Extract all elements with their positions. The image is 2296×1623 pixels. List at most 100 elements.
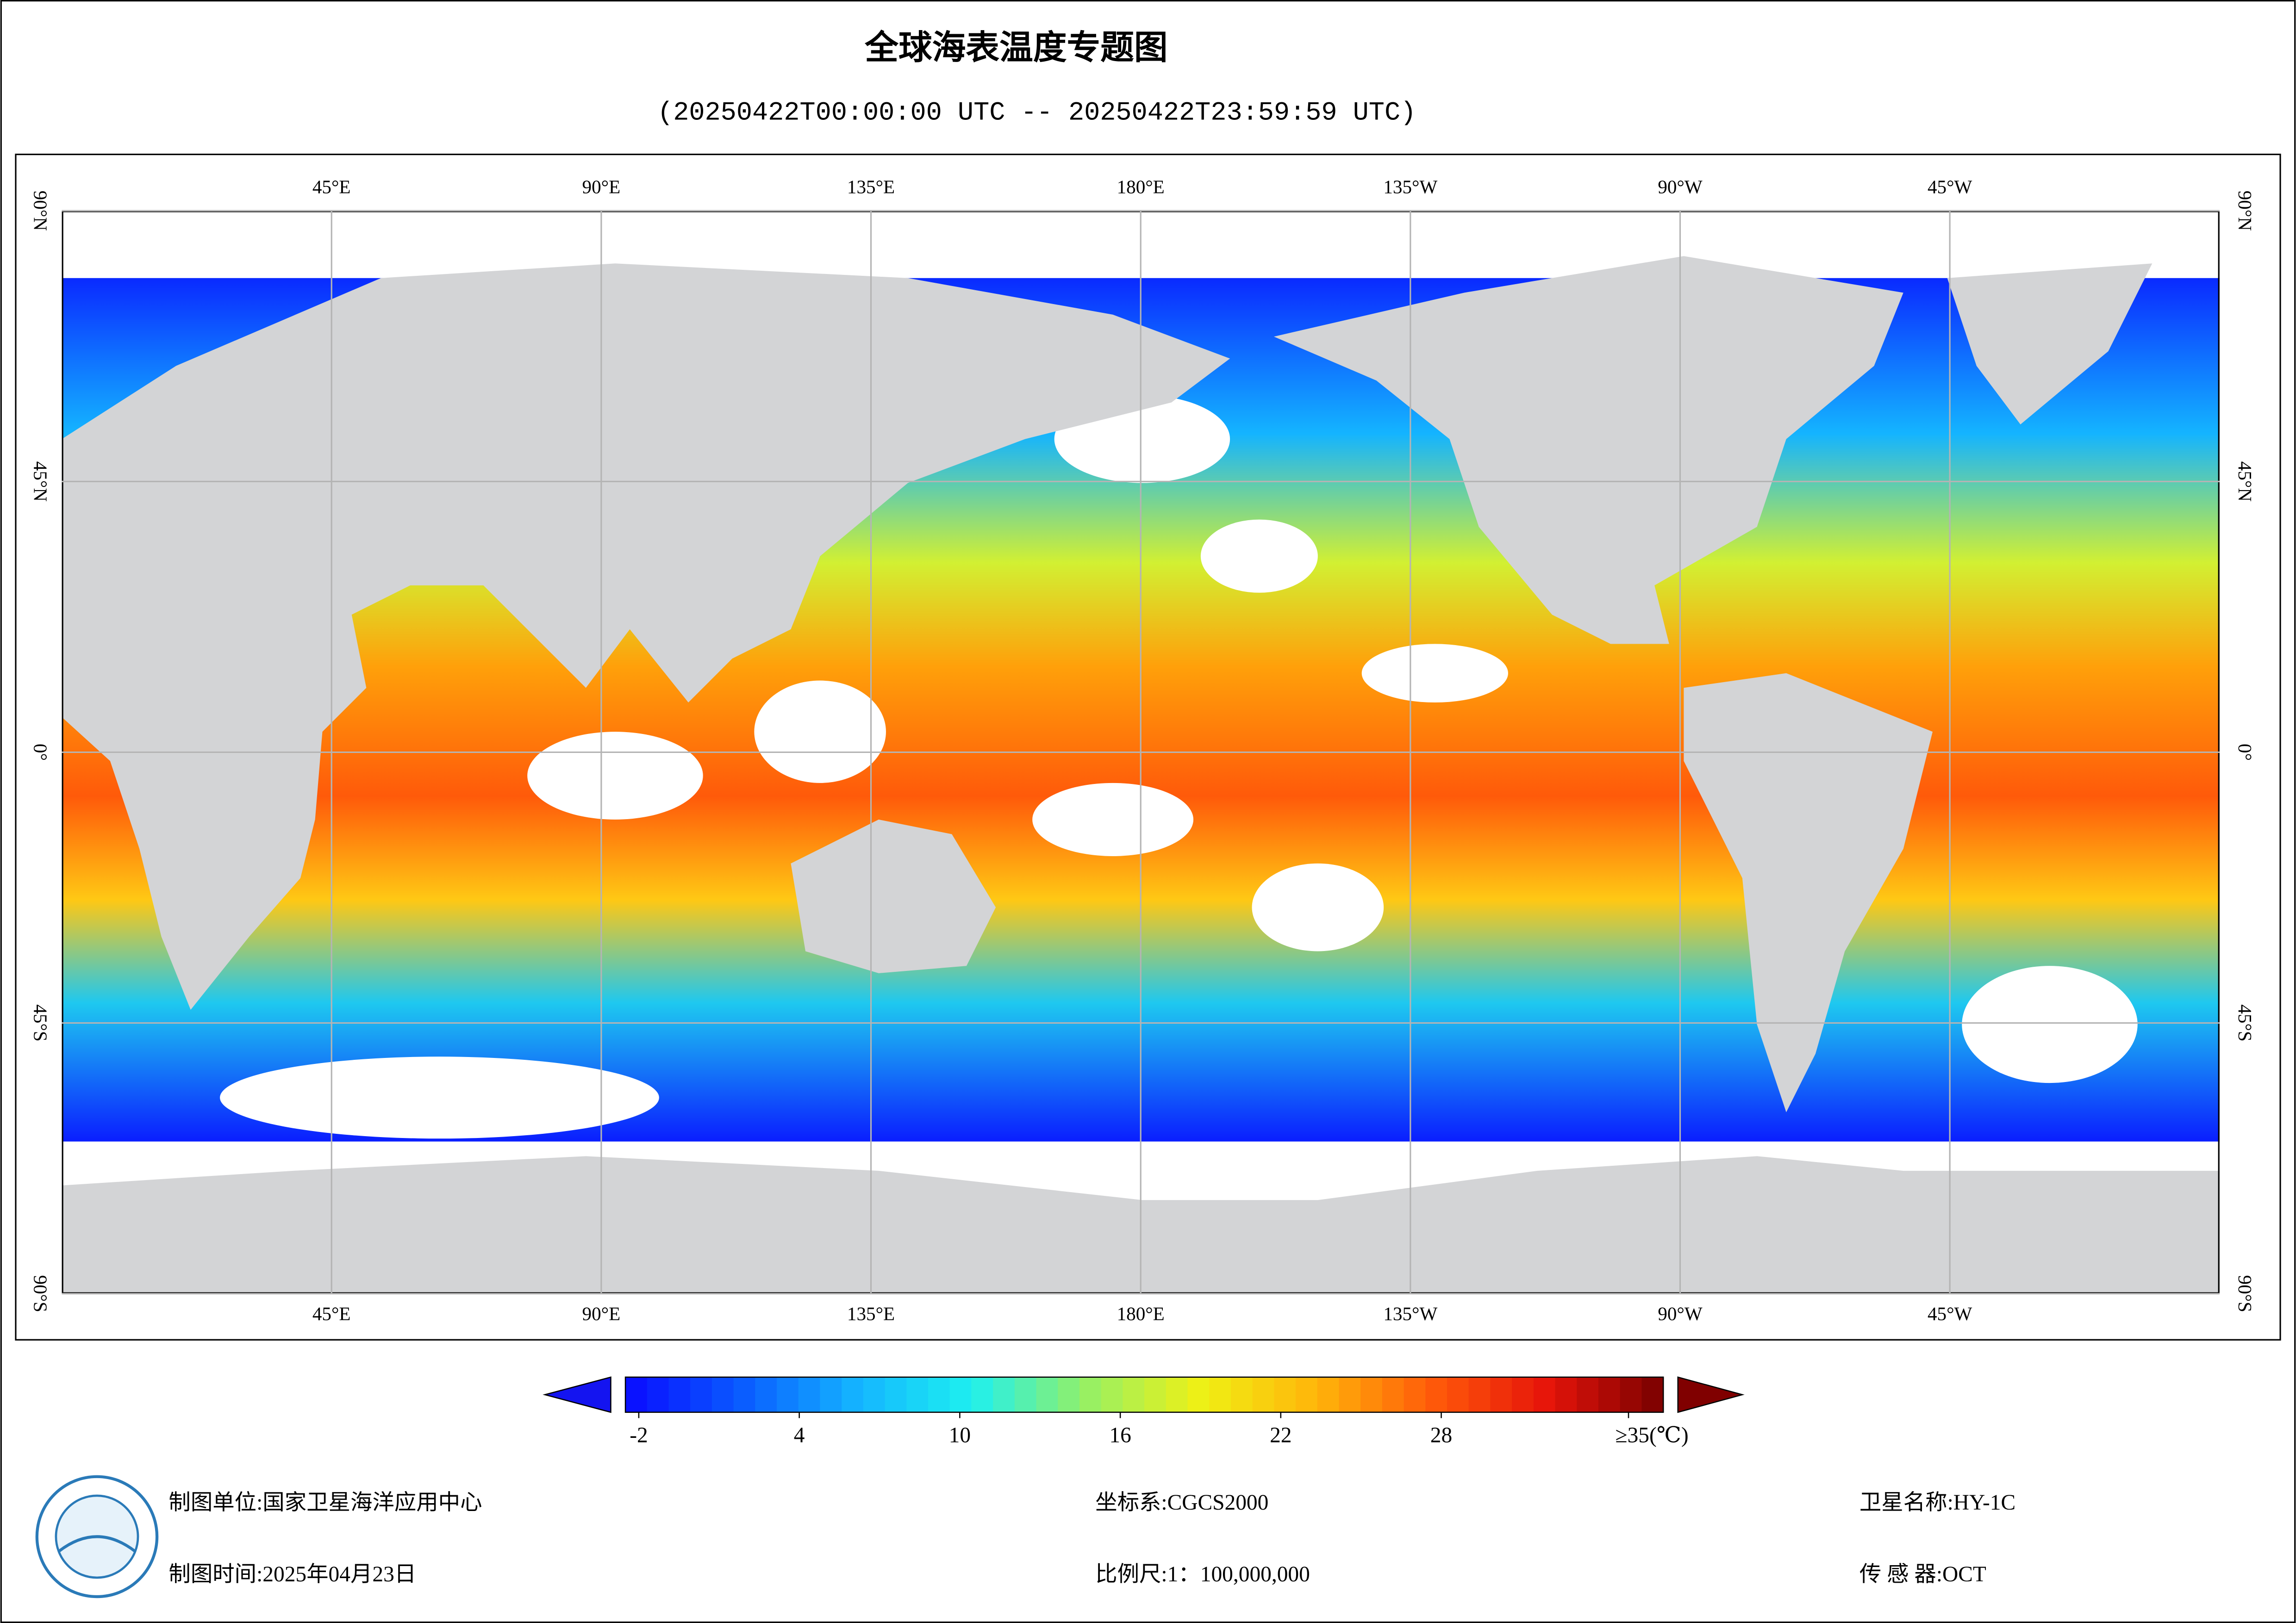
greenland: [1947, 263, 2152, 425]
colorbar-cell: [1641, 1377, 1664, 1412]
colorbar-cell: [1014, 1377, 1037, 1412]
footer-value: HY-1C: [1953, 1491, 2015, 1515]
title: 全球海表温度专题图: [864, 28, 1167, 68]
colorbar-cell: [1404, 1377, 1426, 1412]
colorbar-frame: [624, 1376, 1664, 1413]
footer-item: 卫星名称:HY-1C: [1859, 1491, 2015, 1515]
colorbar-cell: [1166, 1377, 1188, 1412]
map: [62, 210, 2220, 1295]
lon-label: 135°W: [1383, 176, 1437, 197]
colorbar-cell: [906, 1377, 929, 1412]
colorbar-cell: [1360, 1377, 1383, 1412]
colorbar-cell: [885, 1377, 907, 1412]
colorbar-cell: [863, 1377, 886, 1412]
colorbar-cell: [1036, 1377, 1059, 1412]
colorbar-cell: [1058, 1377, 1080, 1412]
lon-label: 45°E: [312, 1303, 351, 1324]
lat-label: 45°N: [2234, 461, 2256, 502]
colorbar-cell: [1252, 1377, 1275, 1412]
footer-item: 坐标系:CGCS2000: [1095, 1491, 1268, 1515]
colorbar-cell: [1079, 1377, 1102, 1412]
colorbar-cell: [777, 1377, 799, 1412]
colorbar-label: 28: [1430, 1423, 1452, 1447]
footer-item: 传 感 器:OCT: [1859, 1562, 1986, 1586]
footer-value: 1：100,000,000: [1167, 1562, 1310, 1586]
lon-label: 90°W: [1658, 176, 1703, 197]
colorbar-cell: [711, 1377, 734, 1412]
colorbar-cell: [1123, 1377, 1145, 1412]
lon-label: 45°E: [312, 176, 351, 197]
lon-label: 45°W: [1928, 1303, 1972, 1324]
colorbar-cell: [1533, 1377, 1556, 1412]
lat-label: 45°S: [30, 1004, 51, 1041]
south-america: [1684, 673, 1933, 1113]
colorbar-label: 10: [949, 1423, 971, 1447]
subtitle: (20250422T00:00:00 UTC -- 20250422T23:59…: [657, 99, 1416, 128]
colorbar-over: [1677, 1376, 1745, 1413]
colorbar-cell: [755, 1377, 778, 1412]
colorbar-cell: [1425, 1377, 1448, 1412]
colorbar-cell: [1274, 1377, 1297, 1412]
colorbar-cell: [798, 1377, 821, 1412]
footer-label: 传 感 器:: [1859, 1562, 1942, 1586]
north-america: [1273, 256, 1903, 644]
colorbar-cell: [647, 1377, 669, 1412]
colorbar-cell: [842, 1377, 864, 1412]
lat-label: 90°S: [30, 1275, 51, 1312]
lon-label: 45°W: [1928, 176, 1972, 197]
footer-label: 卫星名称:: [1859, 1491, 1953, 1515]
colorbar-cell: [1512, 1377, 1535, 1412]
cloud-gaps: [220, 380, 2138, 1139]
footer-label: 比例尺:: [1095, 1562, 1167, 1586]
colorbar-cell: [993, 1377, 1016, 1412]
colorbar-cell: [1101, 1377, 1123, 1412]
footer-label: 制图时间:: [168, 1562, 262, 1586]
colorbar-under: [543, 1376, 611, 1413]
footer-item: 比例尺:1：100,000,000: [1095, 1562, 1310, 1586]
map-frame: [15, 154, 2281, 1341]
colorbar-cell: [1555, 1377, 1578, 1412]
lon-label: 90°W: [1658, 1303, 1703, 1324]
footer-item: 制图单位:国家卫星海洋应用中心: [168, 1491, 482, 1515]
colorbar-cell: [928, 1377, 950, 1412]
footer-label: 坐标系:: [1095, 1491, 1167, 1515]
lon-label: 90°E: [582, 176, 621, 197]
colorbar-cell: [971, 1377, 994, 1412]
lon-label: 135°W: [1383, 1303, 1437, 1324]
colorbar-cell: [1490, 1377, 1513, 1412]
colorbar-label: 22: [1270, 1423, 1292, 1447]
colorbar-label: 16: [1109, 1423, 1131, 1447]
colorbar-cell: [1209, 1377, 1232, 1412]
lat-label: 0°: [30, 744, 51, 761]
lat-label: 90°N: [30, 191, 51, 231]
colorbar-cell: [1296, 1377, 1318, 1412]
lat-label: 45°S: [2234, 1004, 2256, 1041]
footer-value: 2025年04月23日: [262, 1562, 416, 1586]
logo-wave: [58, 1535, 136, 1553]
colorbar-cell: [1144, 1377, 1167, 1412]
colorbar-cell: [690, 1377, 713, 1412]
lon-label: 90°E: [582, 1303, 621, 1324]
footer-item: 制图时间:2025年04月23日: [168, 1562, 416, 1586]
lat-label: 0°: [2234, 744, 2256, 761]
colorbar-cell: [733, 1377, 756, 1412]
footer-value: OCT: [1942, 1562, 1986, 1586]
lon-label: 180°E: [1117, 176, 1165, 197]
lat-label: 90°S: [2234, 1275, 2256, 1312]
colorbar-cell: [1187, 1377, 1210, 1412]
lon-label: 135°E: [847, 176, 895, 197]
lat-label: 45°N: [30, 461, 51, 502]
australia: [791, 819, 996, 973]
colorbar-cell: [1317, 1377, 1340, 1412]
colorbar-cell: [1620, 1377, 1642, 1412]
colorbar-cell: [1598, 1377, 1621, 1412]
colorbar-cell: [1230, 1377, 1253, 1412]
footer-label: 制图单位:: [168, 1491, 262, 1515]
logo: [35, 1475, 159, 1598]
colorbar-cell: [1577, 1377, 1599, 1412]
colorbar-cell: [820, 1377, 842, 1412]
lon-label: 180°E: [1117, 1303, 1165, 1324]
colorbar-cell: [949, 1377, 972, 1412]
